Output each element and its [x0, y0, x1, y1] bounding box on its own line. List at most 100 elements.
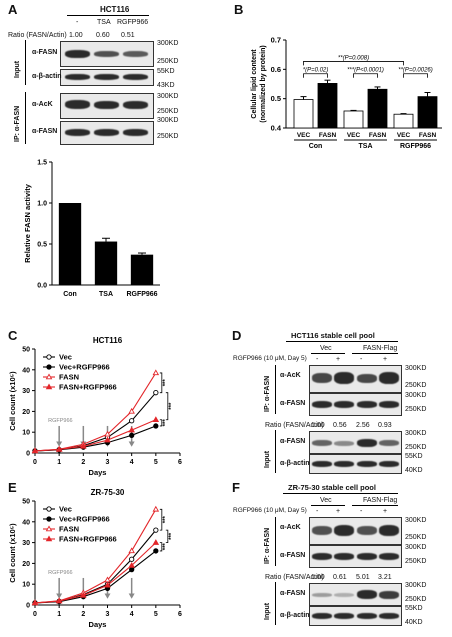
blot-band	[123, 74, 148, 80]
blot-band	[312, 553, 332, 560]
blot-band	[357, 401, 377, 408]
ip-label: IP: α-FASN	[14, 105, 21, 142]
y-tick-label: 1.5	[37, 160, 47, 167]
ratio-value: 2.56	[356, 422, 370, 429]
group-bracket	[275, 582, 276, 625]
treatment-arrowhead	[56, 441, 63, 447]
chart-title: HCT116	[93, 336, 123, 345]
size-marker: 40KD	[405, 619, 423, 626]
blot-band	[379, 525, 399, 536]
bar	[317, 83, 338, 129]
x-tick-label: Con	[63, 291, 77, 298]
significance-label: **(P=0.0026)	[398, 68, 433, 74]
legend-marker	[45, 383, 53, 390]
data-point	[153, 548, 159, 554]
ratio-value: 0.61	[333, 574, 347, 581]
blot-antibody: α-FASN	[280, 552, 306, 559]
data-point	[129, 556, 135, 562]
significance-label: *(P=0.02)	[303, 68, 329, 74]
data-point	[152, 539, 160, 545]
blot-fasn-ip	[309, 545, 402, 568]
significance-bracket	[159, 508, 163, 531]
ratio-label: Ratio (FASN/Actin)	[265, 422, 324, 429]
blot-band	[123, 129, 148, 136]
ratio-value: 0.93	[378, 422, 392, 429]
group-label: Con	[309, 143, 323, 150]
lane-sign: -	[316, 508, 319, 515]
group-bracket	[275, 430, 276, 473]
blot-band	[357, 461, 377, 467]
legend-entry: FASN+RGFP966	[59, 535, 117, 544]
size-marker: 300KD	[157, 40, 179, 47]
x-tick-label: 3	[106, 459, 110, 466]
size-marker: 55KD	[405, 605, 423, 612]
significance-bracket-overall	[303, 61, 404, 66]
size-marker: 300KD	[405, 544, 427, 551]
series-line	[34, 419, 157, 452]
size-marker: 55KD	[405, 453, 423, 460]
bar-label: VEC	[297, 132, 311, 139]
blot-fasn-input	[60, 41, 154, 67]
blot-actin-input	[309, 606, 402, 626]
lane-sign: +	[336, 356, 341, 363]
size-marker: 300KD	[405, 365, 427, 372]
size-marker: 300KD	[405, 582, 427, 589]
data-point	[153, 527, 159, 533]
bar-label: FASN	[369, 132, 387, 139]
bar	[293, 99, 314, 129]
blot-band	[379, 440, 399, 446]
blot-band	[334, 372, 354, 384]
group-label: Vec	[320, 345, 332, 352]
title-underline	[283, 493, 398, 494]
treatment-label: RGFP966	[48, 418, 72, 424]
blot-band	[312, 440, 332, 446]
blot-band	[357, 374, 377, 383]
data-point	[128, 561, 135, 568]
blot-band	[312, 593, 332, 597]
data-point	[152, 369, 160, 376]
fasn-activity-chart: 0.0 0.5 1.0 1.5 Con TSA RGFP966 Relative FASN a…	[23, 160, 160, 298]
panel-d-label: D	[232, 328, 242, 343]
y-tick-label: 30	[22, 388, 30, 395]
blot-band	[65, 100, 90, 109]
blot-band	[379, 461, 399, 467]
data-point	[153, 390, 159, 396]
size-marker: 300KD	[405, 517, 427, 524]
blot-antibody: α-FASN	[280, 590, 306, 597]
y-axis-label: Cell count (x10⁵)	[8, 371, 17, 431]
lane-sign: +	[383, 356, 388, 363]
blot-fasn-ip	[60, 121, 154, 145]
significance-bracket	[303, 73, 328, 78]
blot-band	[379, 591, 399, 599]
size-marker: 40KD	[405, 467, 423, 474]
input-label: Input	[264, 450, 271, 468]
y-tick-label: 0.7	[271, 36, 281, 45]
title-underline	[286, 341, 398, 342]
data-point	[128, 547, 135, 554]
ratio-value: 3.21	[378, 574, 392, 581]
size-marker: 43KD	[157, 82, 175, 89]
ratio-value: 0.51	[121, 32, 135, 39]
panel-b-label: B	[234, 2, 244, 17]
bar-label: VEC	[397, 132, 411, 139]
legend-marker	[46, 364, 52, 370]
size-marker: 300KD	[157, 93, 179, 100]
blot-band	[357, 590, 377, 599]
blot-band	[94, 74, 119, 80]
treatment-label: RGFP966 (10 μM, Day 5)	[233, 355, 307, 362]
blot-band	[334, 525, 354, 536]
bar	[130, 254, 154, 285]
blot-antibody: α-AcK	[280, 524, 301, 531]
bar-label: VEC	[347, 132, 361, 139]
blot-band	[94, 129, 119, 136]
lane-sign: +	[336, 508, 341, 515]
ip-label: IP: α-FASN	[264, 527, 271, 564]
legend-entry: Vec+RGFP966	[59, 515, 110, 524]
y-tick-label: 0.6	[271, 65, 281, 74]
size-marker: 55KD	[157, 68, 175, 75]
blot-band	[379, 372, 399, 384]
lane-sign: -	[360, 508, 363, 515]
blot-band	[65, 50, 90, 58]
y-tick-label: 0	[26, 451, 30, 458]
data-point	[152, 416, 160, 422]
